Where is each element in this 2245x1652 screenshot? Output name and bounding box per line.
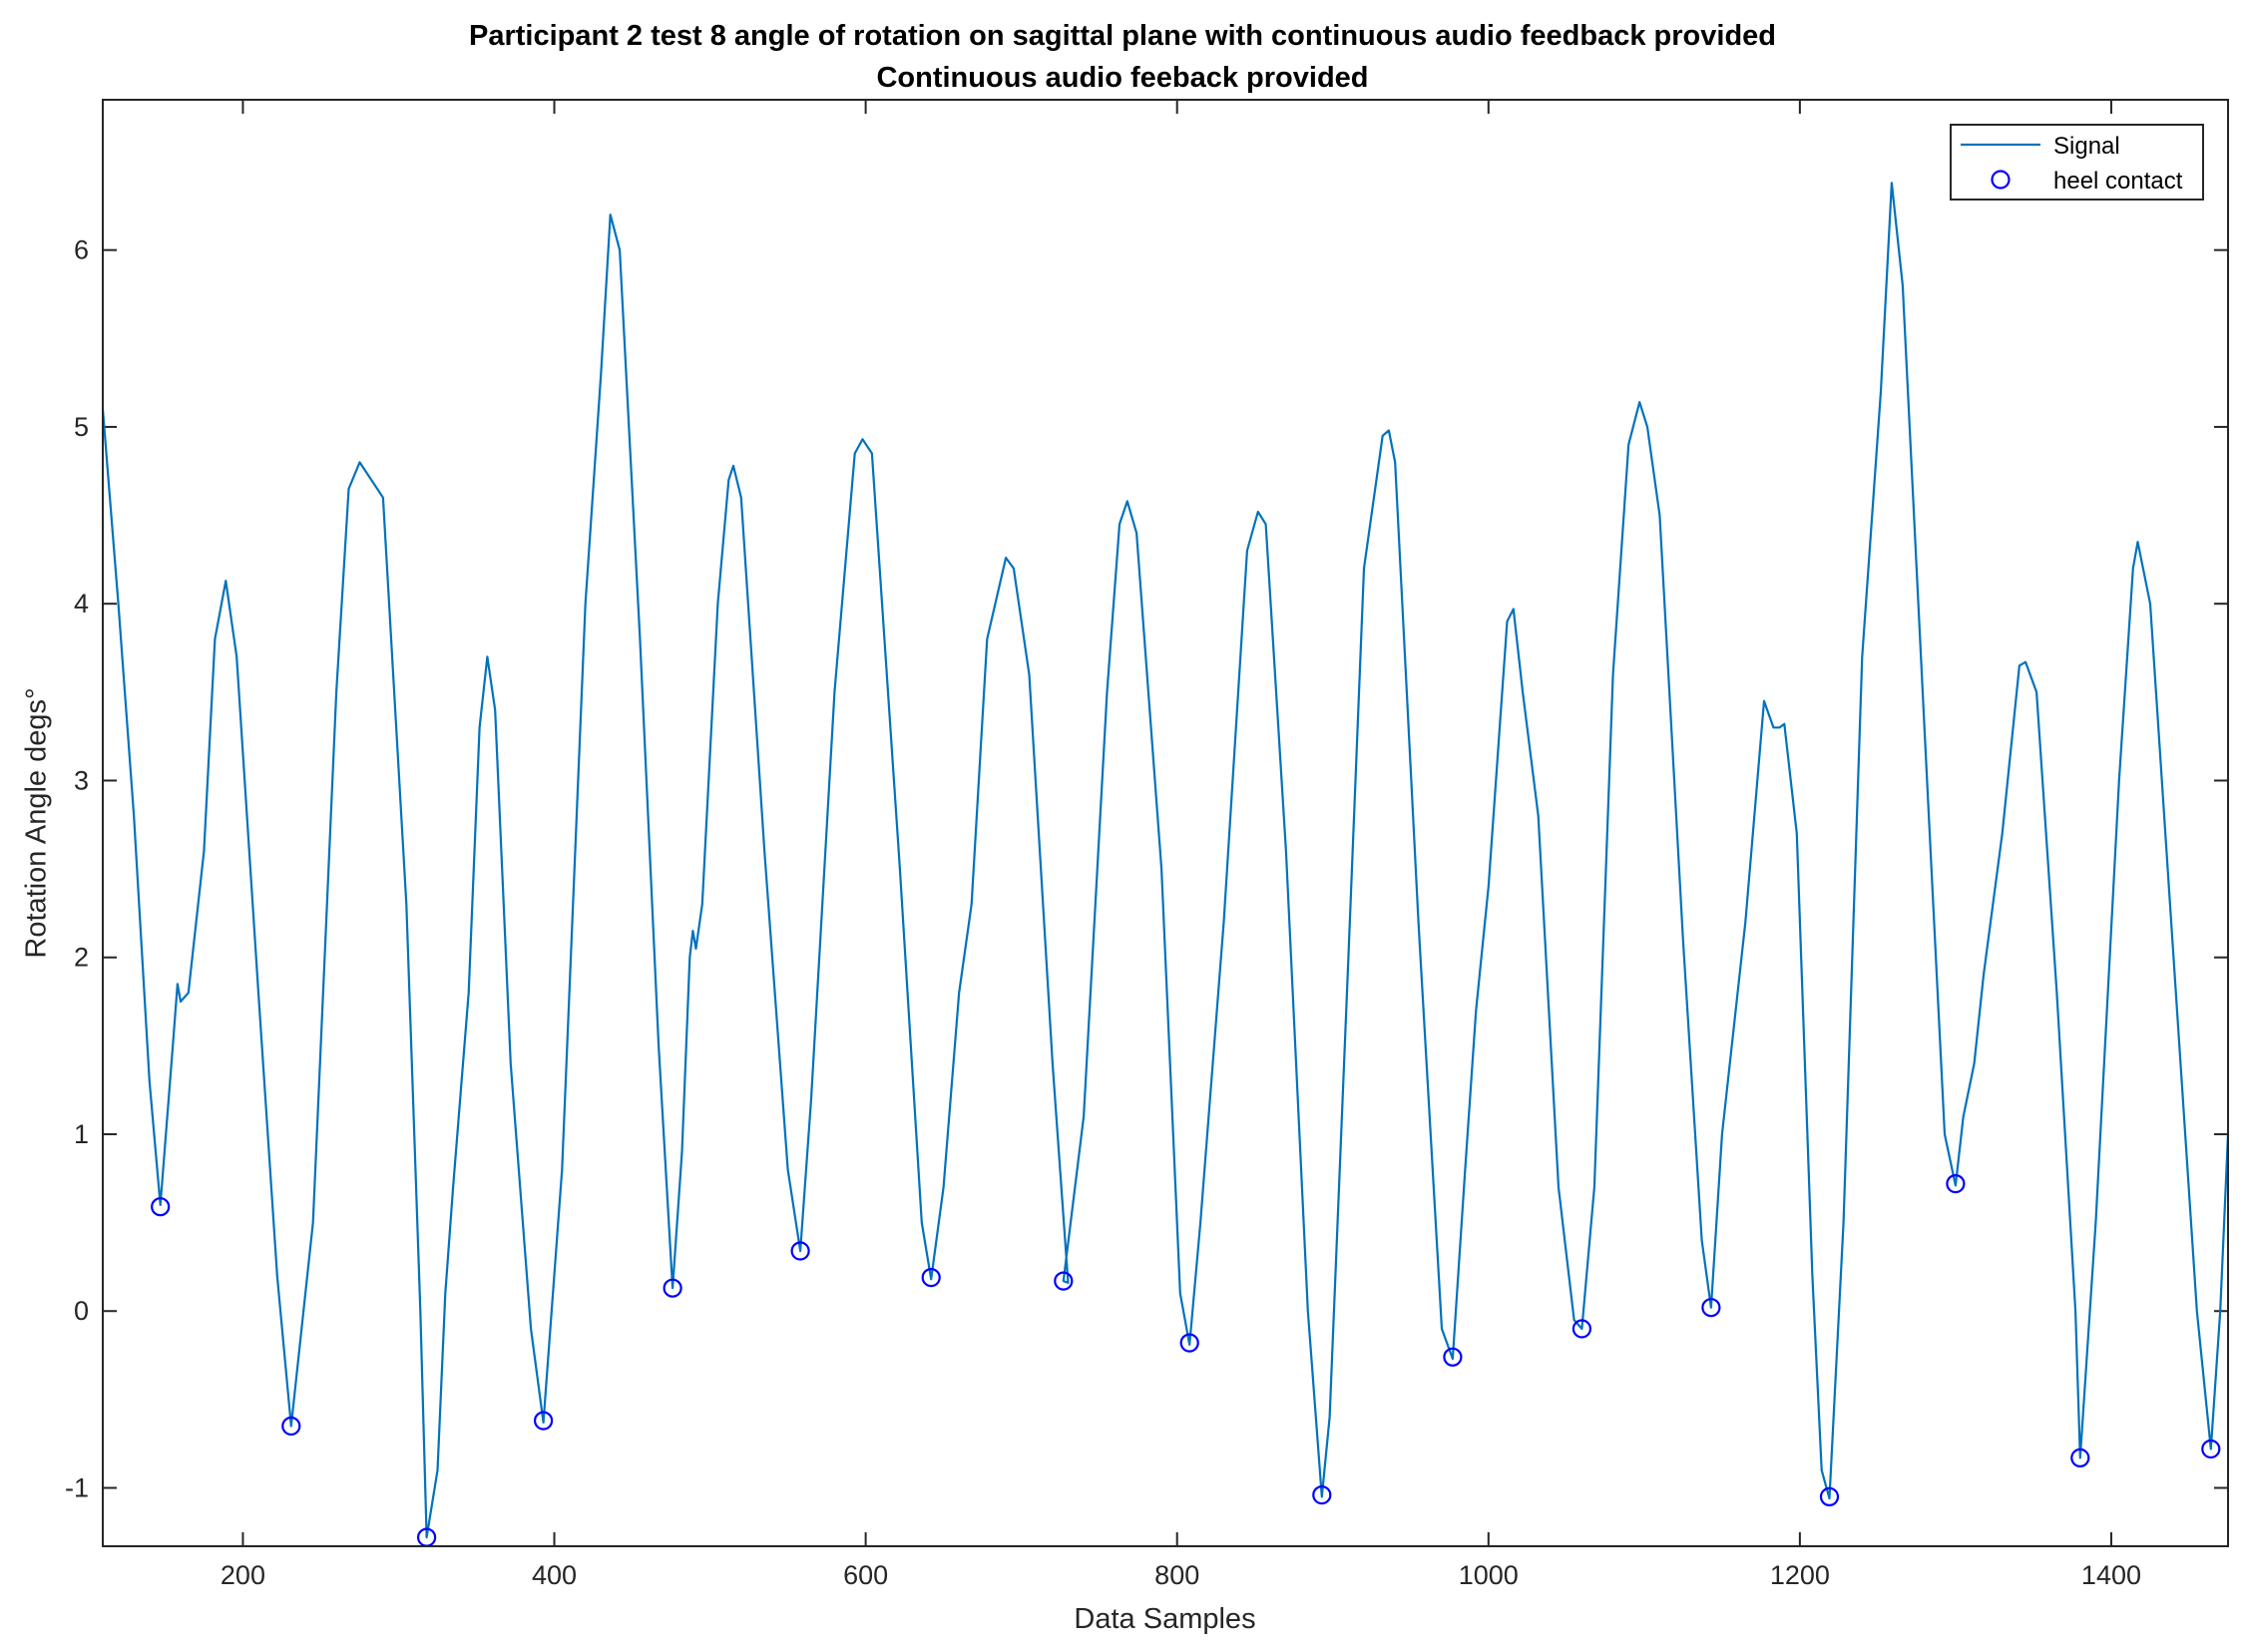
heel-contact-marker [1819, 1486, 1840, 1507]
y-tick-label: 1 [74, 1119, 89, 1149]
x-tick-label: 1000 [1459, 1560, 1519, 1590]
plot-area [103, 100, 2228, 1546]
y-tick-label: 6 [74, 235, 89, 265]
y-tick-label: 4 [74, 589, 89, 619]
heel-contact-marker [1946, 1173, 1966, 1194]
series-layer [101, 182, 2230, 1547]
heel-contact-marker [281, 1416, 301, 1437]
chart-title: Participant 2 test 8 angle of rotation o… [469, 20, 1776, 52]
y-tick-label: -1 [65, 1473, 89, 1503]
heel-contact-marker [1701, 1298, 1721, 1318]
y-tick-label: 3 [74, 765, 89, 795]
heel-contact-marker [533, 1411, 554, 1431]
y-tick-label: 5 [74, 412, 89, 442]
y-tick-label: 0 [74, 1296, 89, 1326]
x-tick-label: 1200 [1770, 1560, 1830, 1590]
heel-contact-marker [1312, 1484, 1332, 1505]
x-tick-label: 800 [1154, 1560, 1199, 1590]
signal-line [101, 182, 2230, 1539]
x-tick-label: 600 [843, 1560, 888, 1590]
heel-contact-marker [1443, 1347, 1463, 1367]
legend-heel-contact-marker [1991, 170, 2011, 190]
chart-subtitle: Continuous audio feeback provided [876, 62, 1369, 94]
heel-contact-marker [663, 1278, 682, 1298]
x-axis-label: Data Samples [1074, 1603, 1256, 1635]
x-tick-label: 200 [221, 1560, 265, 1590]
heel-contact-marker [151, 1197, 171, 1217]
legend-box [1950, 124, 2204, 201]
heel-contact-marker [2201, 1439, 2221, 1459]
heel-contact-marker [790, 1241, 810, 1261]
x-tick-label: 400 [532, 1560, 577, 1590]
legend-signal-label: Signal [2053, 133, 2120, 160]
heel-contact-marker [1054, 1271, 1074, 1291]
legend-heel-contact-label: heel contact [2053, 168, 2183, 195]
y-tick-label: 2 [74, 943, 89, 973]
legend: Signal heel contact [1950, 124, 2204, 201]
axes-box [102, 99, 2229, 1547]
y-ticks: -1 0 1 2 3 4 5 6 [65, 235, 2228, 1503]
heel-contact-marker [2070, 1447, 2090, 1468]
heel-contact-marker [1572, 1319, 1592, 1339]
x-ticks: 200 400 600 800 1000 1200 1400 [221, 100, 2141, 1590]
x-tick-label: 1400 [2081, 1560, 2141, 1590]
heel-contact-marker [921, 1267, 941, 1288]
y-axis-label: Rotation Angle degs° [20, 687, 53, 959]
heel-contact-marker [1179, 1333, 1199, 1353]
